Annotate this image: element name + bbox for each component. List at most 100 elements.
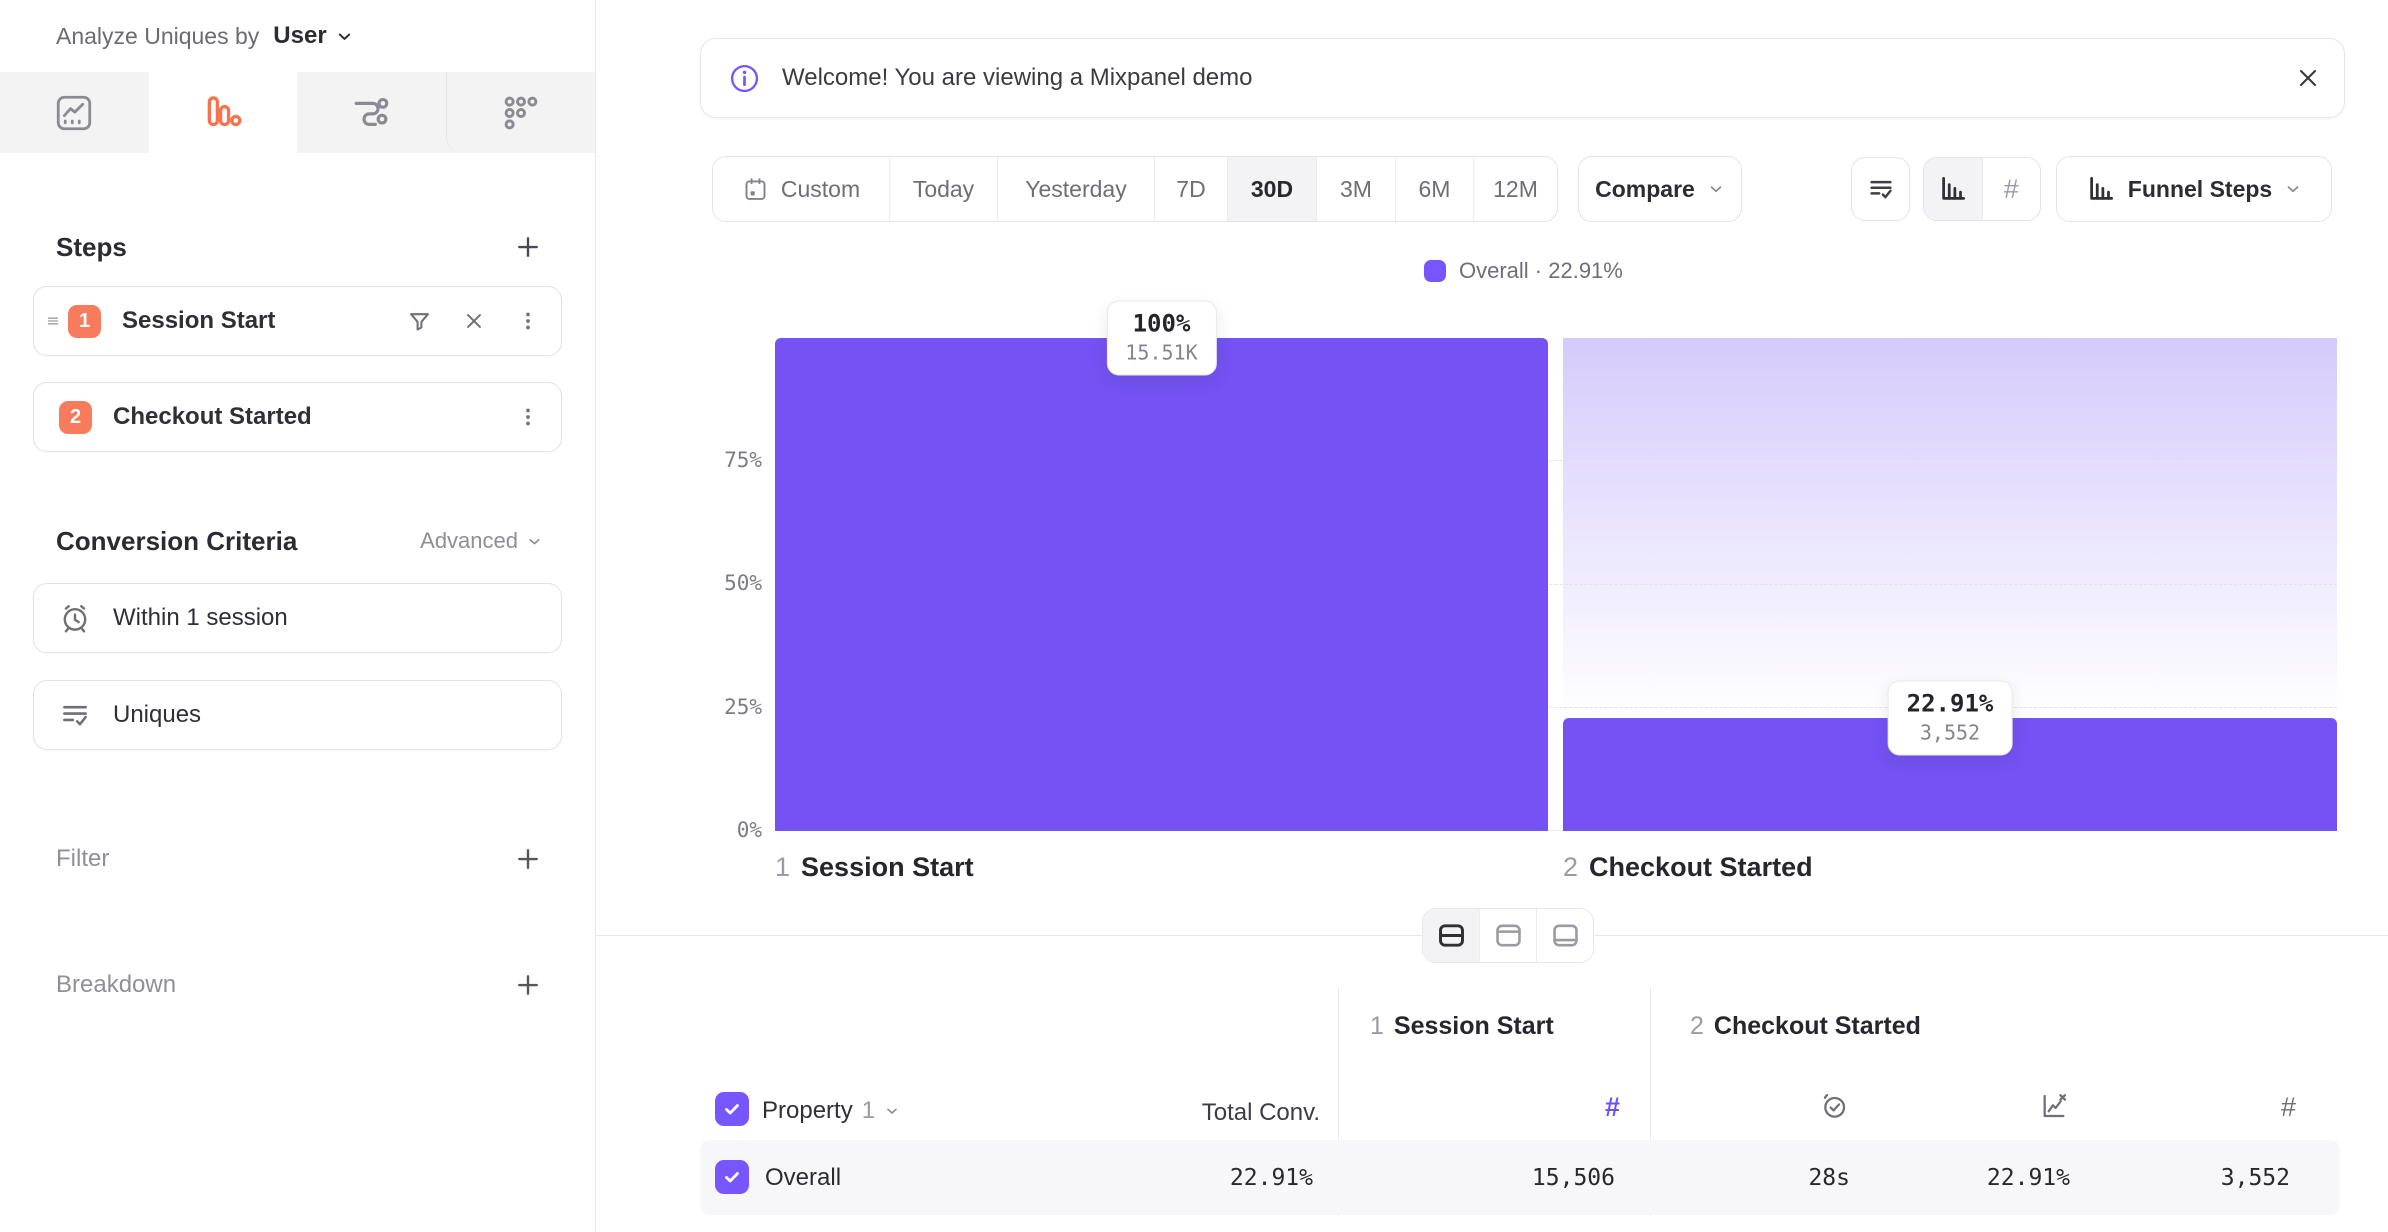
table-group-checkout-started: 2 Checkout Started: [1690, 1012, 1921, 1041]
list-check-icon: [58, 698, 92, 732]
date-range-picker: Custom Today Yesterday 7D 30D 3M 6M 12M: [712, 156, 1558, 222]
cell-time-to-convert: 28s: [1808, 1165, 1850, 1191]
chart-legend[interactable]: Overall · 22.91%: [1424, 258, 1623, 284]
tab-retention[interactable]: [445, 72, 595, 153]
step-number: 1: [775, 852, 791, 882]
group-name: Session Start: [1393, 1012, 1554, 1040]
step-filter-button[interactable]: [406, 308, 433, 335]
property-number: 1: [861, 1097, 876, 1124]
number-view-button[interactable]: #: [1981, 158, 2041, 220]
conversion-window-card[interactable]: Within 1 session: [33, 583, 562, 653]
range-label: 7D: [1176, 175, 1206, 202]
plus-icon: [513, 232, 543, 262]
cell-total-conv: 22.91%: [1229, 1165, 1313, 1191]
demo-banner: Welcome! You are viewing a Mixpanel demo: [700, 38, 2345, 118]
property-label: Property: [762, 1097, 853, 1124]
x-label-checkout-started: 2 Checkout Started: [1563, 852, 1813, 883]
tab-flows[interactable]: [297, 72, 446, 153]
range-label: Custom: [780, 175, 861, 202]
select-all-checkbox[interactable]: [715, 1092, 749, 1126]
step-number-badge: 2: [59, 400, 92, 434]
list-check-icon: [1866, 174, 1896, 204]
compare-button[interactable]: Compare: [1578, 156, 1742, 222]
kebab-icon: [515, 308, 541, 334]
info-icon: [729, 63, 760, 94]
advanced-label: Advanced: [420, 528, 518, 553]
group-name: Checkout Started: [1713, 1012, 1921, 1040]
split-view-button[interactable]: [1423, 909, 1479, 962]
table-row-overall[interactable]: Overall 22.91% 15,506 28s 22.91% 3,552: [700, 1140, 2340, 1215]
range-12m[interactable]: 12M: [1473, 157, 1557, 221]
conversion-criteria-title: Conversion Criteria: [56, 525, 298, 556]
add-breakdown-button[interactable]: [513, 970, 543, 1000]
funnel-chart: 100% 15.51K 22.91% 3,552: [775, 300, 2337, 831]
step-card-2[interactable]: 2 Checkout Started: [33, 382, 562, 452]
close-icon: [2294, 64, 2322, 92]
drag-handle-icon[interactable]: [44, 312, 62, 330]
chart-type-label: Funnel Steps: [2127, 175, 2273, 202]
total-conv-header[interactable]: Total Conv.: [1201, 1099, 1320, 1126]
range-30d-selected[interactable]: 30D: [1227, 157, 1316, 221]
banner-close-button[interactable]: [2294, 64, 2322, 92]
range-label: Today: [912, 175, 975, 202]
time-to-convert-header[interactable]: [1710, 1090, 1850, 1122]
flows-icon: [350, 92, 392, 134]
advanced-dropdown[interactable]: Advanced: [420, 528, 543, 554]
conversion-rate-header[interactable]: [1930, 1090, 2070, 1122]
table-view-button[interactable]: [1536, 909, 1593, 962]
step-menu-button[interactable]: [515, 404, 541, 430]
gridline-75: [775, 460, 2337, 461]
range-7d[interactable]: 7D: [1154, 157, 1227, 221]
group-number: 1: [1370, 1012, 1384, 1040]
tab-funnels[interactable]: [148, 72, 297, 153]
analyze-by-value: User: [273, 22, 327, 49]
step-name: Checkout Started: [1589, 852, 1813, 882]
percent-view-button[interactable]: [1924, 158, 1982, 220]
y-tick-0: 0%: [736, 818, 762, 842]
add-step-button[interactable]: [513, 232, 543, 262]
range-label: 3M: [1340, 175, 1372, 202]
cell-session-count: 15,506: [1531, 1165, 1615, 1191]
metric-list-button[interactable]: [1851, 157, 1910, 221]
panel-layout-toggle: [1422, 908, 1594, 963]
y-tick-50: 50%: [724, 571, 762, 595]
checkout-count-header[interactable]: #: [2156, 1092, 2296, 1123]
funnel-bars-icon: [2086, 174, 2116, 204]
counting-method-card[interactable]: Uniques: [33, 680, 562, 750]
bar-count: 15.51K: [1125, 340, 1198, 365]
range-custom[interactable]: Custom: [713, 157, 889, 221]
analyze-by-dropdown[interactable]: User: [273, 22, 353, 50]
tab-insights[interactable]: [0, 72, 149, 153]
range-3m[interactable]: 3M: [1316, 157, 1395, 221]
close-icon: [461, 308, 487, 334]
y-tick-75: 75%: [724, 448, 762, 472]
breakdown-section: Breakdown: [56, 963, 543, 1007]
group-number: 2: [1690, 1012, 1704, 1040]
row-checkbox[interactable]: [715, 1160, 749, 1194]
bar-chart-icon: [1938, 174, 1968, 204]
range-label: 30D: [1250, 175, 1294, 202]
legend-swatch: [1424, 260, 1446, 282]
add-filter-button[interactable]: [513, 844, 543, 874]
session-count-sort-header[interactable]: #: [1604, 1092, 1620, 1122]
step-menu-button[interactable]: [515, 308, 541, 334]
range-6m[interactable]: 6M: [1395, 157, 1473, 221]
analyze-by-label: Analyze Uniques by: [56, 22, 260, 49]
chart-type-dropdown[interactable]: Funnel Steps: [2056, 156, 2332, 222]
chevron-down-icon: [884, 1103, 900, 1119]
range-today[interactable]: Today: [889, 157, 997, 221]
step-number: 2: [1563, 852, 1579, 882]
bar-percent: 22.91%: [1906, 689, 1994, 718]
chevron-down-icon: [2284, 180, 2302, 198]
step-card-1[interactable]: 1 Session Start: [33, 286, 562, 356]
range-yesterday[interactable]: Yesterday: [997, 157, 1154, 221]
chart-view-button[interactable]: [1479, 909, 1536, 962]
property-dropdown[interactable]: Property 1: [762, 1097, 900, 1125]
step-remove-button[interactable]: [461, 308, 487, 334]
x-label-session-start: 1 Session Start: [775, 852, 974, 883]
cell-conversion-rate: 22.91%: [1986, 1165, 2070, 1191]
funnel-bar-session-start[interactable]: [775, 338, 1548, 831]
bar-value-tooltip: 100% 15.51K: [1106, 300, 1217, 376]
top-view-icon: [1493, 920, 1524, 951]
